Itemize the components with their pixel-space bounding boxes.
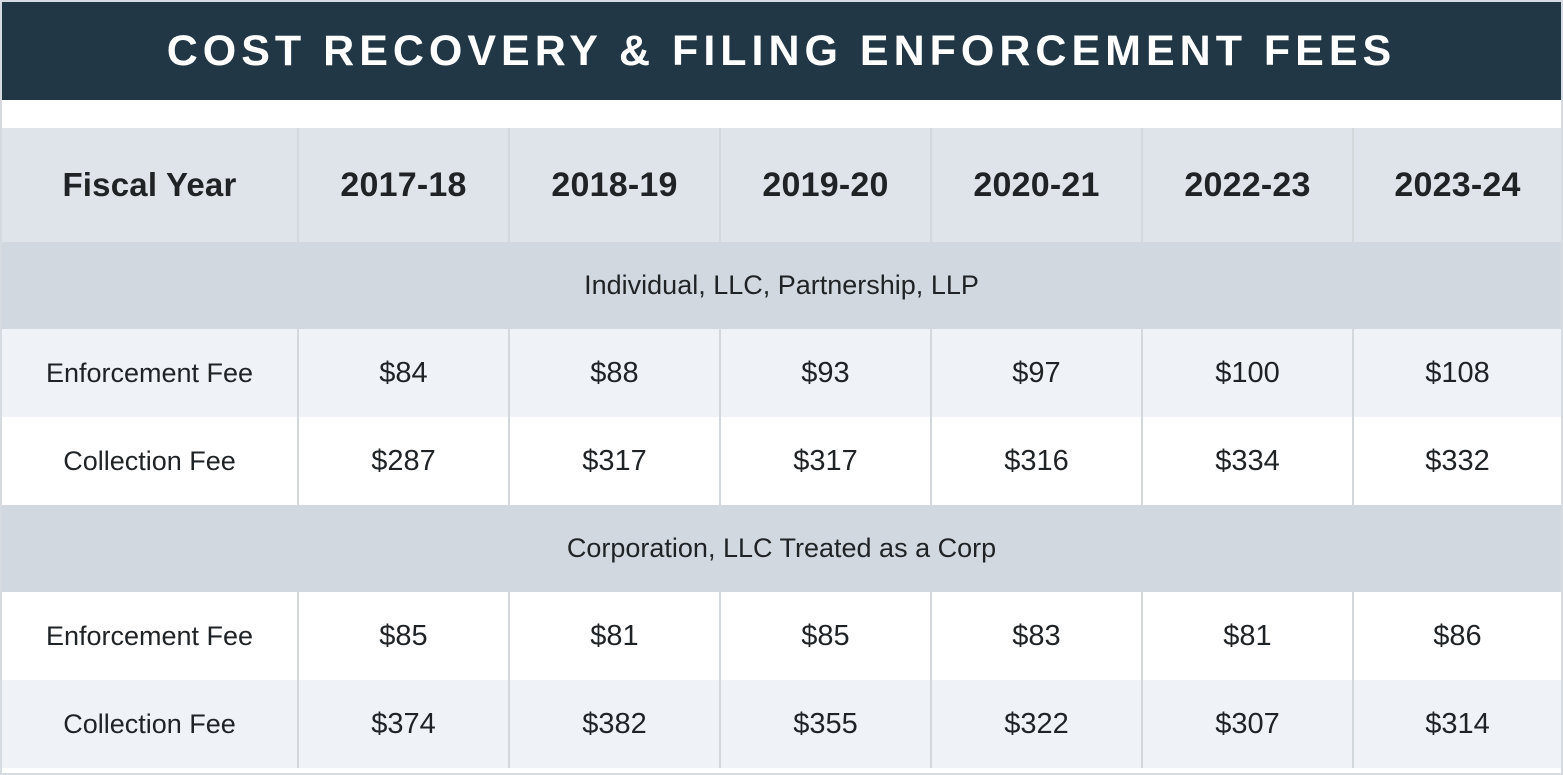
table-cell: $382 (509, 680, 721, 768)
table-cell: $374 (298, 680, 510, 768)
table-cell: $83 (931, 592, 1143, 680)
column-header-year: 2019-20 (720, 128, 932, 242)
table-cell: $355 (720, 680, 932, 768)
table-cell: $317 (509, 417, 721, 505)
table-cell: $88 (509, 329, 721, 417)
group-title: Individual, LLC, Partnership, LLP (2, 242, 1561, 329)
table-cell: $322 (931, 680, 1143, 768)
table-cell: $97 (931, 329, 1143, 417)
row-label: Enforcement Fee (2, 592, 299, 680)
table-cell: $81 (1142, 592, 1354, 680)
column-header-year: 2017-18 (298, 128, 510, 242)
row-label: Collection Fee (2, 417, 299, 505)
group-header-row: Individual, LLC, Partnership, LLP (2, 242, 1561, 329)
page-title: COST RECOVERY & FILING ENFORCEMENT FEES (166, 26, 1397, 75)
table-row: Enforcement Fee $84 $88 $93 $97 $100 $10… (2, 329, 1561, 417)
table-cell: $86 (1353, 592, 1561, 680)
column-header-year: 2023-24 (1353, 128, 1561, 242)
group-header-row: Corporation, LLC Treated as a Corp (2, 505, 1561, 592)
column-header-fiscal-year: Fiscal Year (2, 128, 299, 242)
table-row: Collection Fee $287 $317 $317 $316 $334 … (2, 417, 1561, 505)
column-header-year: 2022-23 (1142, 128, 1354, 242)
table-cell: $332 (1353, 417, 1561, 505)
table-row: Collection Fee $374 $382 $355 $322 $307 … (2, 680, 1561, 768)
table-cell: $316 (931, 417, 1143, 505)
table-cell: $84 (298, 329, 510, 417)
title-banner: COST RECOVERY & FILING ENFORCEMENT FEES (2, 2, 1561, 100)
table-header-row: Fiscal Year 2017-18 2018-19 2019-20 2020… (2, 128, 1561, 242)
column-header-year: 2018-19 (509, 128, 721, 242)
group-title: Corporation, LLC Treated as a Corp (2, 505, 1561, 592)
table-cell: $317 (720, 417, 932, 505)
table-cell: $287 (298, 417, 510, 505)
table-cell: $85 (298, 592, 510, 680)
table-cell: $100 (1142, 329, 1354, 417)
table-row: Enforcement Fee $85 $81 $85 $83 $81 $86 (2, 592, 1561, 680)
table-cell: $334 (1142, 417, 1354, 505)
column-header-year: 2020-21 (931, 128, 1143, 242)
row-label: Collection Fee (2, 680, 299, 768)
table-cell: $81 (509, 592, 721, 680)
table-cell: $314 (1353, 680, 1561, 768)
table-cell: $93 (720, 329, 932, 417)
table-cell: $85 (720, 592, 932, 680)
table-cell: $307 (1142, 680, 1354, 768)
fees-table: Fiscal Year 2017-18 2018-19 2019-20 2020… (2, 128, 1561, 768)
row-label: Enforcement Fee (2, 329, 299, 417)
table-cell: $108 (1353, 329, 1561, 417)
